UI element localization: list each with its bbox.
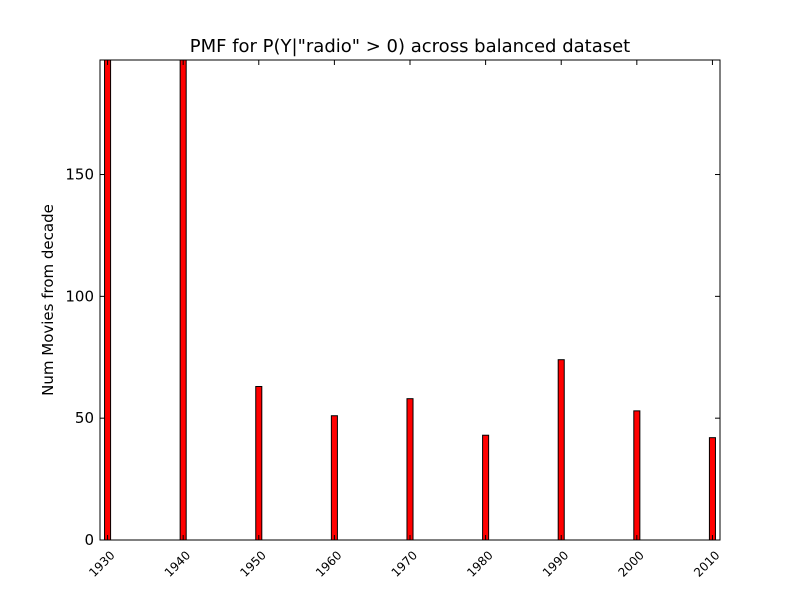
bar-1960	[330, 415, 338, 541]
chart-title: PMF for P(Y|"radio" > 0) across balanced…	[190, 36, 631, 57]
x-tick-label-2010: 2010	[691, 548, 722, 579]
x-tick-label-1980: 1980	[464, 548, 495, 579]
bar-2010	[708, 437, 716, 541]
y-tick-label-150: 150	[65, 166, 94, 184]
x-tick-label-1970: 1970	[389, 548, 420, 579]
x-tick-label-1940: 1940	[162, 548, 193, 579]
y-tick-label-100: 100	[65, 287, 94, 305]
x-tick-label-2000: 2000	[615, 548, 646, 579]
x-tick-label-1960: 1960	[313, 548, 344, 579]
y-tick-label-50: 50	[75, 409, 94, 427]
x-tick-label-1950: 1950	[237, 548, 268, 579]
bar-1980	[482, 434, 490, 541]
y-axis-label: Num Movies from decade	[39, 204, 57, 396]
bar-1940	[179, 59, 187, 541]
bar-1970	[406, 398, 414, 541]
bar-1950	[255, 385, 263, 541]
bar-1990	[557, 359, 565, 541]
bars-group	[104, 59, 716, 541]
y-tick-label-0: 0	[84, 531, 94, 549]
bar-1930	[104, 59, 112, 541]
x-tick-label-1930: 1930	[86, 548, 117, 579]
bar-2000	[633, 410, 641, 541]
x-tick-label-1990: 1990	[540, 548, 571, 579]
y-ticks-group: 0 50 100 150	[65, 166, 720, 549]
